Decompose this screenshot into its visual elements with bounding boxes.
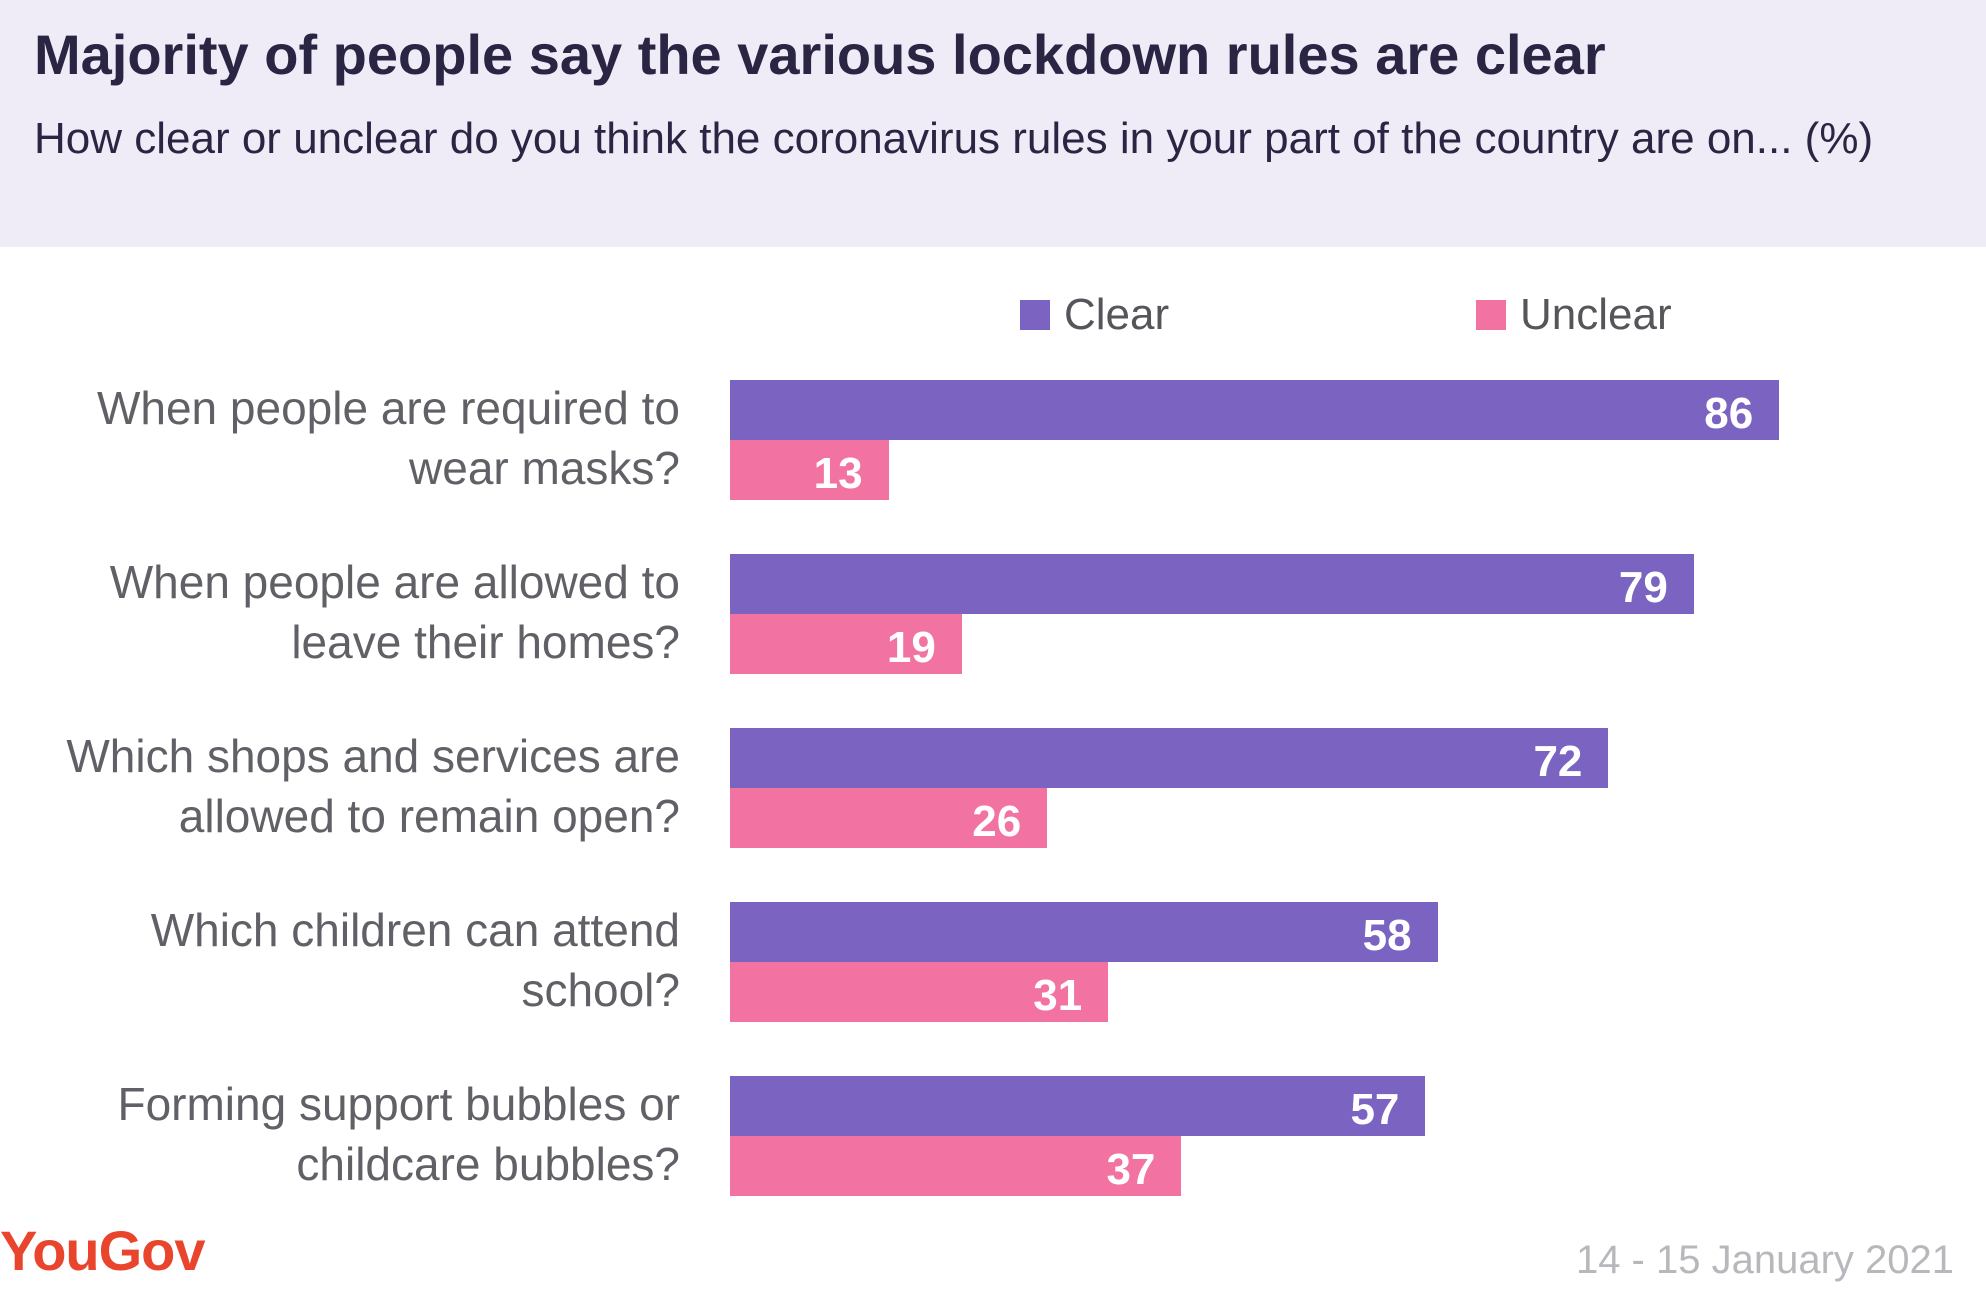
legend-swatch	[1476, 300, 1506, 330]
bar-unclear	[730, 788, 1048, 848]
legend-item-unclear: Unclear	[1476, 290, 1672, 339]
data-label-clear: 79	[1618, 563, 1668, 612]
bar-unclear	[730, 440, 889, 500]
data-label-clear: 72	[1533, 737, 1583, 786]
bar-unclear	[730, 1136, 1182, 1196]
data-label-clear: 57	[1350, 1085, 1400, 1134]
header-panel: Majority of people say the various lockd…	[0, 0, 1986, 247]
category-label: When people are allowed to leave their h…	[109, 556, 680, 668]
bar-clear	[730, 380, 1780, 440]
legend-swatch	[1020, 300, 1050, 330]
data-label-clear: 58	[1362, 911, 1412, 960]
bar-clear	[730, 728, 1609, 788]
category-label: Which children can attend school?	[150, 904, 680, 1016]
data-label-unclear: 31	[1033, 971, 1083, 1020]
data-label-unclear: 37	[1106, 1145, 1156, 1194]
chart-subtitle: How clear or unclear do you think the co…	[34, 114, 1874, 163]
category-label: When people are required to wear masks?	[96, 382, 680, 494]
data-label-unclear: 19	[886, 623, 936, 672]
legend-label: Unclear	[1520, 290, 1672, 339]
bar-clear	[730, 554, 1694, 614]
survey-date: 14 - 15 January 2021	[1575, 1238, 1954, 1282]
data-label-unclear: 26	[972, 797, 1022, 846]
bar-clear	[730, 902, 1438, 962]
bar-clear	[730, 1076, 1426, 1136]
yougov-logo: YouGov	[0, 1219, 206, 1282]
data-label-clear: 86	[1704, 389, 1754, 438]
bar-unclear	[730, 614, 962, 674]
legend-label: Clear	[1064, 290, 1170, 339]
bar-unclear	[730, 962, 1109, 1022]
chart-title: Majority of people say the various lockd…	[34, 23, 1606, 86]
data-label-unclear: 13	[813, 449, 863, 498]
category-label: Which shops and services are allowed to …	[66, 730, 680, 842]
category-label: Forming support bubbles or childcare bub…	[117, 1078, 680, 1190]
legend-item-clear: Clear	[1020, 290, 1170, 339]
